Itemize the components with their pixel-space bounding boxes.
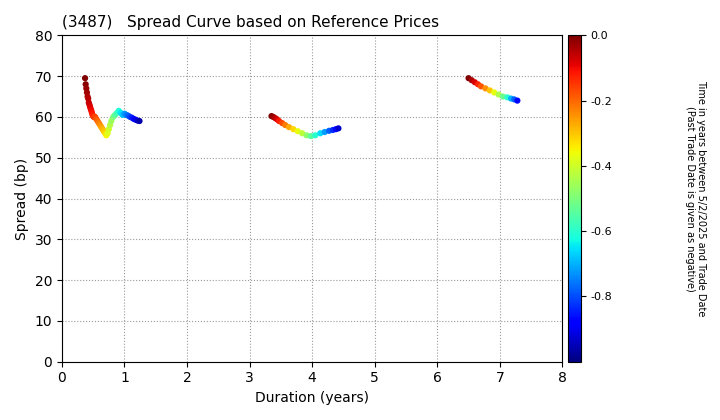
Point	[128, 116, 140, 122]
Point	[102, 130, 113, 136]
Text: (3487)   Spread Curve based on Reference Prices: (3487) Spread Curve based on Reference P…	[62, 15, 439, 30]
Point	[107, 113, 119, 120]
Point	[310, 132, 321, 139]
Point	[85, 105, 96, 112]
Point	[111, 110, 122, 116]
Point	[96, 126, 108, 133]
Point	[505, 95, 517, 102]
Point	[271, 116, 283, 123]
Point	[502, 94, 513, 101]
Point	[319, 129, 330, 135]
Point	[93, 120, 104, 126]
Point	[125, 113, 136, 120]
Point	[86, 108, 97, 114]
Point	[103, 126, 114, 133]
Y-axis label: Spread (bp): Spread (bp)	[15, 158, 29, 239]
Point	[109, 112, 121, 118]
X-axis label: Duration (years): Duration (years)	[255, 391, 369, 405]
Point	[283, 124, 294, 131]
Point	[80, 81, 91, 88]
Point	[117, 112, 128, 118]
Point	[87, 112, 99, 118]
Point	[86, 110, 98, 116]
Point	[130, 116, 142, 123]
Point	[330, 126, 342, 133]
Point	[87, 113, 99, 119]
Point	[508, 96, 520, 103]
Point	[333, 125, 344, 132]
Point	[89, 113, 100, 120]
Point	[91, 116, 102, 122]
Point	[132, 117, 143, 124]
Point	[99, 130, 111, 136]
Point	[488, 89, 500, 96]
Point	[94, 122, 106, 129]
Point	[512, 97, 523, 104]
Point	[273, 118, 284, 124]
Point	[84, 101, 95, 108]
Point	[84, 103, 96, 110]
Point	[297, 130, 308, 136]
Point	[126, 114, 138, 121]
Point	[484, 87, 495, 94]
Point	[279, 122, 291, 129]
Point	[89, 113, 101, 120]
Point	[469, 79, 480, 86]
Point	[81, 85, 92, 92]
Point	[119, 110, 130, 117]
Point	[287, 126, 299, 133]
Point	[134, 118, 145, 124]
Point	[305, 133, 317, 139]
Point	[96, 124, 107, 131]
Point	[101, 132, 112, 139]
Point	[98, 128, 109, 134]
Point	[104, 122, 116, 129]
Point	[122, 112, 134, 119]
Point	[266, 113, 277, 119]
Point	[81, 89, 93, 96]
Point	[88, 113, 99, 120]
Point	[268, 113, 279, 120]
Point	[492, 91, 504, 98]
Point	[327, 126, 338, 133]
Point	[269, 115, 281, 121]
Point	[276, 120, 288, 126]
Point	[480, 85, 491, 92]
Point	[113, 108, 125, 114]
Point	[82, 93, 94, 100]
Point	[115, 110, 127, 116]
Point	[466, 77, 477, 84]
Point	[83, 99, 94, 106]
Point	[323, 127, 335, 134]
Y-axis label: Time in years between 5/2/2025 and Trade Date
(Past Trade Date is given as negat: Time in years between 5/2/2025 and Trade…	[685, 80, 706, 317]
Point	[315, 130, 326, 136]
Point	[82, 95, 94, 102]
Point	[301, 132, 312, 139]
Point	[498, 93, 509, 100]
Point	[106, 118, 117, 124]
Point	[472, 81, 484, 88]
Point	[79, 75, 91, 81]
Point	[120, 112, 132, 118]
Point	[475, 83, 487, 90]
Point	[463, 75, 474, 81]
Point	[292, 128, 304, 134]
Point	[92, 118, 104, 124]
